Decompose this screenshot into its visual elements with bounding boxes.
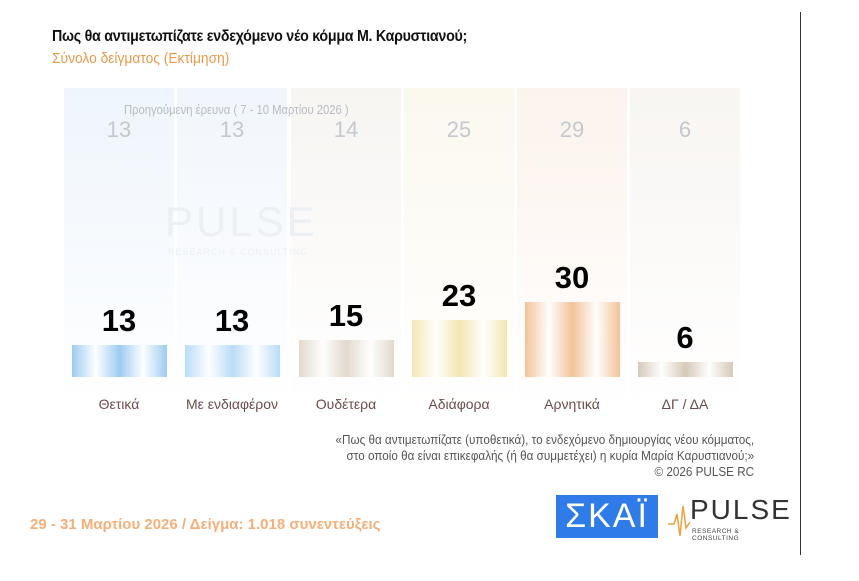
question-line: στο οποίο θα είναι επικεφαλής (ή θα συμμ…	[346, 448, 754, 463]
pulse-logo-text: PULSE	[690, 494, 792, 525]
question-note: «Πως θα αντιμετωπίζατε (υποθετικά), το ε…	[335, 432, 754, 480]
category-label: Ουδέτερα	[315, 396, 377, 412]
chart-subtitle: Σύνολο δείγματος (Εκτίμηση)	[52, 50, 230, 67]
previous-value: 13	[106, 117, 132, 142]
previous-value: 13	[219, 117, 245, 142]
bar-value-label: 13	[214, 302, 250, 338]
category-label: ΔΓ / ΔΑ	[661, 396, 709, 412]
column-background	[630, 88, 740, 408]
bar	[411, 319, 507, 377]
footer-date-sample: 29 - 31 Μαρτίου 2026 / Δείγμα: 1.018 συν…	[30, 516, 381, 533]
pulse-logo: PULSE RESEARCH & CONSULTING	[668, 494, 790, 542]
pulse-logo-sub: RESEARCH & CONSULTING	[692, 528, 740, 542]
question-line: «Πως θα αντιμετωπίζατε (υποθετικά), το ε…	[335, 432, 754, 447]
category-label: Αδιάφορα	[428, 396, 490, 412]
copyright: © 2026 PULSE RC	[654, 464, 754, 479]
category-label: Θετικά	[98, 396, 140, 412]
bar-value-label: 23	[441, 277, 477, 313]
previous-value: 14	[333, 117, 359, 142]
previous-value: 29	[559, 117, 585, 142]
bar	[637, 362, 733, 377]
previous-value: 25	[446, 117, 472, 142]
bar	[71, 344, 167, 377]
bar	[524, 302, 620, 377]
bar	[184, 344, 280, 377]
bar-value-label: 15	[328, 297, 364, 333]
previous-value: 6	[678, 117, 692, 142]
previous-survey-label: Προηγούμενη έρευνα ( 7 - 10 Μαρτίου 2026…	[124, 103, 349, 117]
bar-value-label: 13	[101, 302, 137, 338]
bar-chart: 13 13 Θετικά 13 13 Με ενδιαφέρον 14 15 Ουδέτερα 2…	[64, 88, 740, 412]
bar-value-label: 30	[554, 260, 590, 295]
pulse-watermark: PULSE	[165, 198, 318, 245]
divider	[800, 12, 801, 555]
category-label: Με ενδιαφέρον	[185, 396, 279, 412]
bar	[298, 339, 394, 377]
pulse-watermark-sub: RESEARCH & CONSULTING	[168, 247, 309, 257]
pulse-wave-icon	[668, 505, 691, 537]
skai-logo: ΣΚΑΪ	[556, 495, 658, 538]
chart-title: Πως θα αντιμετωπίζατε ενδεχόμενο νέο κόμ…	[52, 28, 468, 45]
bar-value-label: 6	[676, 320, 694, 355]
category-label: Αρνητικά	[544, 396, 600, 412]
